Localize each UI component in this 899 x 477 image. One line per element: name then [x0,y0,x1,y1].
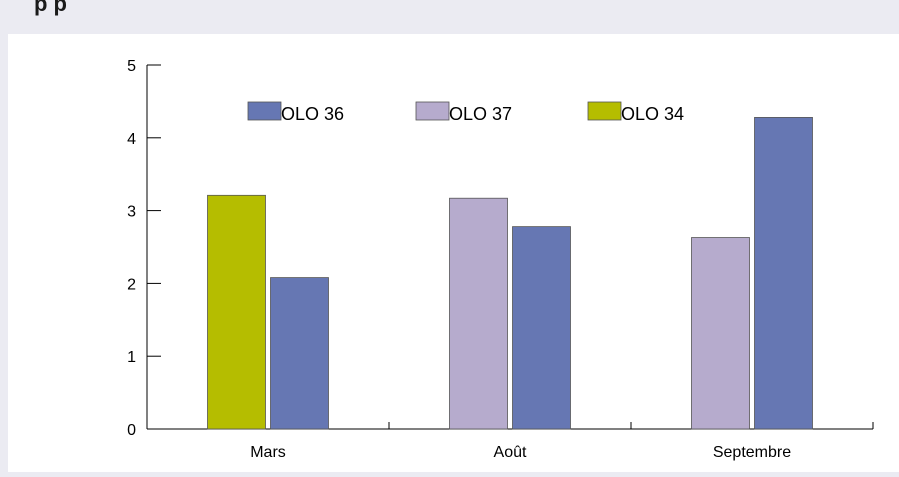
legend-label-olo-34: OLO 34 [621,104,684,124]
legend-label-olo-37: OLO 37 [449,104,512,124]
chart-title-fragment: p p [34,0,67,16]
plot-panel: 0 1 2 3 4 5 Mars Août Septembre OLO 36 OLO 37 OLO 3… [8,34,899,472]
y-tick-label: 1 [127,349,136,366]
bar-olo-36-2 [754,117,813,430]
bar-olo-34-0 [207,194,266,430]
y-tick-label: 5 [127,58,136,75]
y-tick-label: 3 [127,204,136,221]
bar-olo-37-1 [449,197,508,430]
legend-swatch-olo-36 [247,101,282,121]
bar-olo-37-2 [691,237,750,430]
x-tick-label: Mars [250,444,286,461]
legend-swatch-olo-37 [415,101,450,121]
x-tick-label: Août [494,444,527,461]
y-tick-label: 4 [127,131,136,148]
bar-olo-36-0 [270,277,329,430]
legend-label-olo-36: OLO 36 [281,104,344,124]
bar-chart: 0 1 2 3 4 5 Mars Août Septembre OLO 36 OLO 37 OLO 3… [127,58,874,461]
legend-swatch-olo-34 [587,101,622,121]
y-tick-label: 0 [127,422,136,439]
bar-olo-36-1 [512,226,571,430]
x-tick-label: Septembre [713,444,791,461]
y-tick-label: 2 [127,276,136,293]
chart-header: p p [0,0,899,34]
